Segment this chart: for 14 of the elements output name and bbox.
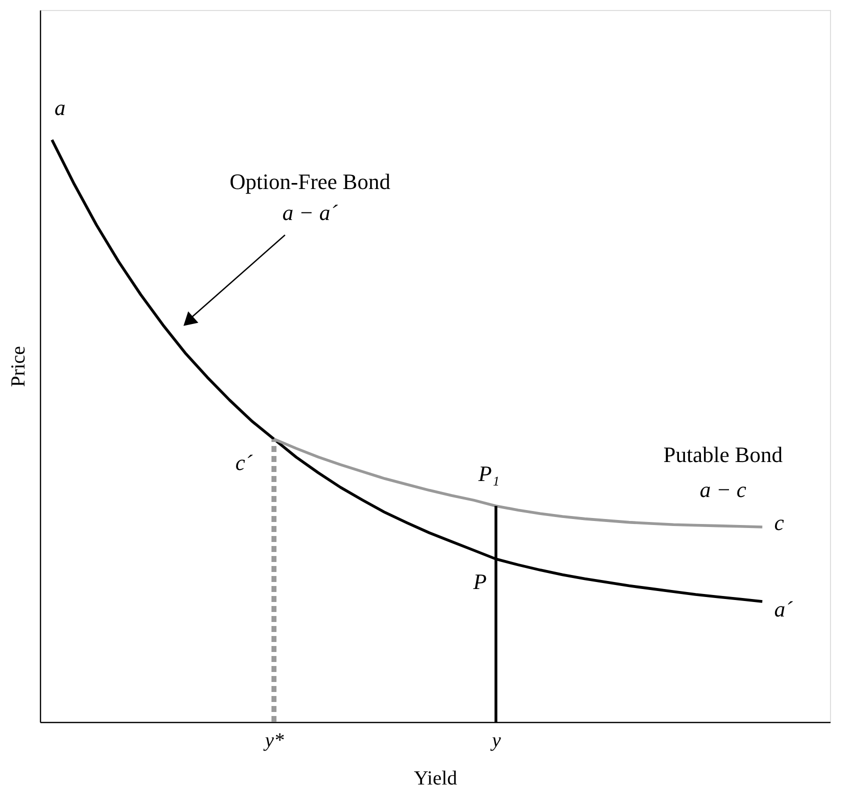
text: a´ [774, 596, 794, 622]
x-axis-title: Yield [414, 768, 458, 790]
text: c [774, 510, 784, 535]
text: a [54, 94, 66, 120]
y-axis-title: Price [8, 346, 30, 388]
annotation: a − a´ [282, 200, 338, 225]
annotation: a − c [700, 477, 747, 502]
x-tick-label: y [490, 730, 501, 752]
annotation: Option-Free Bond [230, 169, 390, 194]
x-tick-label: y* [263, 730, 284, 752]
annotation: P₁ [477, 461, 500, 486]
annotation: P [472, 568, 487, 594]
annotation: c´ [235, 450, 254, 476]
annotation: Putable Bond [663, 442, 783, 467]
